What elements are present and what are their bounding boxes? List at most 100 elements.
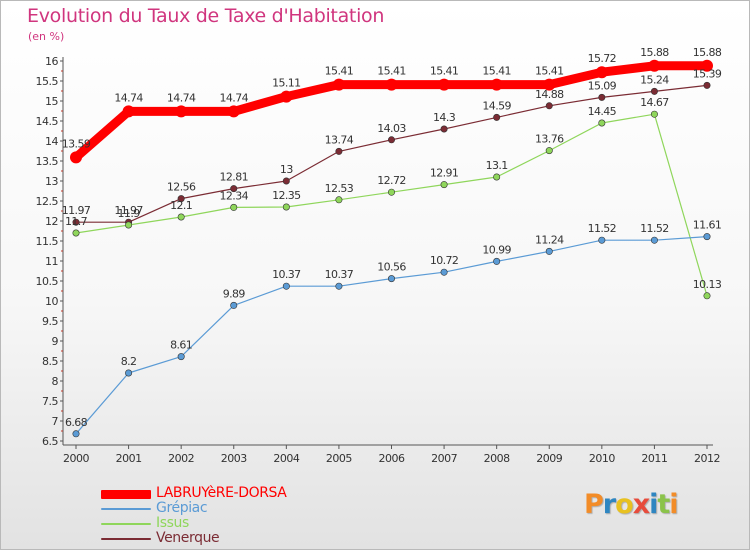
series-3-label-3: 12.81 xyxy=(220,171,249,184)
series-3-label-0: 11.97 xyxy=(62,204,91,217)
series-3-point-11 xyxy=(650,87,658,95)
series-3-label-2: 12.56 xyxy=(167,181,196,194)
series-0-label-2: 14.74 xyxy=(167,91,196,104)
series-1-point-7 xyxy=(440,268,448,276)
series-1-label-10: 11.52 xyxy=(588,222,617,235)
series-2-label-5: 12.53 xyxy=(325,182,354,195)
y-tick-label-3: 8 xyxy=(52,375,59,388)
series-2-label-1: 11.9 xyxy=(118,207,141,220)
series-1-label-9: 11.24 xyxy=(535,233,564,246)
y-tick-label-1: 7 xyxy=(52,415,59,428)
x-tick-label-4: 2004 xyxy=(273,452,299,465)
series-2-label-9: 13.76 xyxy=(535,133,564,146)
series-0-point-4 xyxy=(280,90,293,103)
series-3-point-5 xyxy=(335,147,343,155)
chart-title: Evolution du Taux de Taxe d'Habitation xyxy=(27,5,385,27)
series-0-point-9 xyxy=(543,78,556,91)
logo-letter-4: i xyxy=(649,489,658,520)
series-1-label-1: 8.2 xyxy=(121,355,137,368)
series-2-point-4 xyxy=(282,203,290,211)
series-1-point-12 xyxy=(703,233,711,241)
series-1-point-11 xyxy=(650,236,658,244)
series-3-point-10 xyxy=(598,93,606,101)
y-tick-label-14: 13.5 xyxy=(36,155,59,168)
series-1-label-0: 6.68 xyxy=(65,416,88,429)
series-3-point-6 xyxy=(387,136,395,144)
series-3-label-10: 15.09 xyxy=(588,79,617,92)
y-tick-label-6: 9.5 xyxy=(42,315,58,328)
series-3-point-4 xyxy=(282,177,290,185)
y-tick-label-2: 7.5 xyxy=(42,395,58,408)
series-1-label-11: 11.52 xyxy=(640,222,669,235)
y-tick-label-10: 11.5 xyxy=(36,235,59,248)
legend-label-2: Issus xyxy=(156,515,189,531)
y-tick-label-5: 9 xyxy=(52,335,59,348)
series-2-label-10: 14.45 xyxy=(588,105,617,118)
x-tick-label-3: 2003 xyxy=(221,452,247,465)
unit-label: (en %) xyxy=(28,30,65,43)
series-2-label-4: 12.35 xyxy=(272,189,301,202)
series-3-point-12 xyxy=(703,81,711,89)
series-1-label-2: 8.61 xyxy=(170,339,192,352)
series-0-point-5 xyxy=(332,78,345,91)
y-tick-label-19: 16 xyxy=(45,55,58,68)
series-1-label-5: 10.37 xyxy=(325,268,354,281)
logo-letter-1: r xyxy=(602,489,616,520)
legend-swatch-2 xyxy=(101,523,151,525)
x-tick-label-0: 2000 xyxy=(63,452,89,465)
series-0-point-10 xyxy=(595,66,608,79)
series-2-label-6: 12.72 xyxy=(377,174,406,187)
chart-data-labels: 11.97 11.97 12.56 12.81 13 13.74 14.03 14.3 14.5… xyxy=(62,46,723,429)
series-3-label-11: 15.24 xyxy=(640,73,669,86)
series-0-label-5: 15.41 xyxy=(325,65,354,78)
series-2-point-6 xyxy=(387,188,395,196)
series-3-label-8: 14.59 xyxy=(482,99,511,112)
x-tick-label-11: 2011 xyxy=(641,452,667,465)
legend-label-0: LABRUYèRE-DORSA xyxy=(156,485,287,501)
y-tick-label-0: 6.5 xyxy=(42,435,58,448)
y-tick-label-15: 14 xyxy=(45,135,58,148)
series-0-point-8 xyxy=(490,78,503,91)
x-tick-label-12: 2012 xyxy=(694,452,720,465)
series-3-point-8 xyxy=(493,113,501,121)
y-tick-label-8: 10.5 xyxy=(36,275,59,288)
series-0-label-8: 15.41 xyxy=(482,65,511,78)
chart-axes: 6.577.588.599.51010.51111.51212.51313.51… xyxy=(36,55,721,465)
logo-letter-6: i xyxy=(669,489,678,520)
series-2-label-11: 14.67 xyxy=(640,96,669,109)
series-1-label-4: 10.37 xyxy=(272,268,301,281)
series-1-label-12: 11.61 xyxy=(693,219,722,232)
y-tick-label-18: 15.5 xyxy=(36,75,59,88)
y-tick-label-7: 10 xyxy=(45,295,58,308)
series-0-point-6 xyxy=(385,78,398,91)
series-2-point-2 xyxy=(177,213,185,221)
series-2-point-12 xyxy=(703,292,711,300)
proxiti-logo: Proxiti xyxy=(584,489,679,520)
series-3-point-0 xyxy=(72,218,80,226)
x-tick-label-7: 2007 xyxy=(431,452,457,465)
series-1-point-2 xyxy=(177,353,185,361)
x-tick-label-8: 2008 xyxy=(484,452,510,465)
series-2-label-12: 10.13 xyxy=(693,278,722,291)
series-0-label-11: 15.88 xyxy=(640,46,669,59)
x-tick-label-2: 2002 xyxy=(168,452,194,465)
series-2-point-8 xyxy=(493,173,501,181)
series-0-point-1 xyxy=(122,105,135,118)
series-3-point-3 xyxy=(230,185,238,193)
series-0-point-2 xyxy=(175,105,188,118)
legend-swatch-3 xyxy=(101,538,151,540)
logo-letter-0: P xyxy=(584,489,604,520)
series-1-point-4 xyxy=(282,282,290,290)
series-0-label-10: 15.72 xyxy=(588,52,617,65)
series-3-label-7: 14.3 xyxy=(433,111,456,124)
y-tick-label-13: 13 xyxy=(45,175,58,188)
series-2-point-5 xyxy=(335,196,343,204)
x-tick-label-5: 2005 xyxy=(326,452,352,465)
series-2-point-3 xyxy=(230,203,238,211)
series-1-point-9 xyxy=(545,247,553,255)
series-2-point-9 xyxy=(545,147,553,155)
series-2-point-7 xyxy=(440,181,448,189)
series-1-label-7: 10.72 xyxy=(430,254,459,267)
series-2-point-11 xyxy=(650,110,658,118)
